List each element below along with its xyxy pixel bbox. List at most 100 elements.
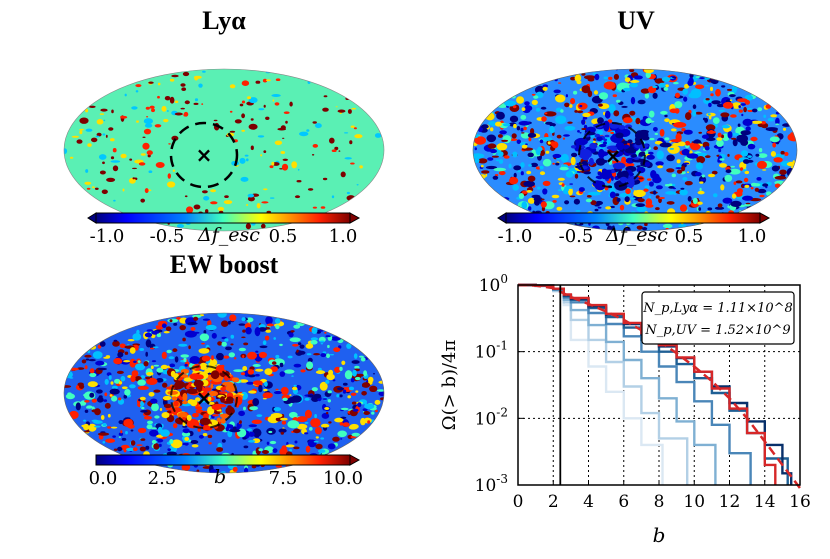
map-noise-blob <box>587 161 596 165</box>
map-noise-blob <box>738 105 741 109</box>
map-noise-blob <box>776 141 779 145</box>
map-noise-blob <box>174 381 186 389</box>
map-noise-blob <box>307 188 314 191</box>
map-noise-blob <box>310 340 318 345</box>
map-noise-blob <box>645 71 651 79</box>
map-noise-blob <box>127 339 135 342</box>
map-noise-blob <box>99 341 106 347</box>
map-noise-blob <box>274 140 283 146</box>
map-noise-blob <box>326 411 329 415</box>
map-noise-blob <box>123 394 128 399</box>
map-noise-blob <box>508 176 519 185</box>
map-noise-blob <box>217 206 225 211</box>
map-noise-blob <box>539 171 546 176</box>
map-noise-blob <box>248 424 258 428</box>
map-noise-blob <box>587 78 595 82</box>
map-noise-blob <box>102 441 106 444</box>
map-noise-blob <box>289 411 298 419</box>
map-noise-blob <box>658 82 667 88</box>
map-noise-blob <box>93 420 103 424</box>
map-noise-blob <box>118 436 121 438</box>
map-noise-blob <box>137 360 141 363</box>
map-noise-blob <box>167 448 171 451</box>
map-noise-blob <box>664 114 668 118</box>
map-noise-blob <box>635 140 642 146</box>
map-noise-blob <box>243 342 249 346</box>
map-noise-blob <box>275 465 282 468</box>
map-noise-blob <box>526 170 532 175</box>
map-noise-blob <box>118 397 122 401</box>
map-noise-blob <box>210 189 217 193</box>
map-noise-blob <box>775 123 780 126</box>
map-noise-blob <box>520 162 525 168</box>
map-noise-blob <box>305 343 314 349</box>
map-noise-blob <box>740 139 749 146</box>
map-noise-blob <box>140 438 146 441</box>
map-noise-blob <box>110 160 121 163</box>
map-noise-blob <box>282 137 285 139</box>
map-noise-blob <box>682 177 688 181</box>
map-noise-blob <box>220 413 231 419</box>
map-noise-blob <box>314 427 322 435</box>
title-ew-boost: EW boost <box>169 250 279 279</box>
map-noise-blob <box>323 95 328 98</box>
map-noise-blob <box>139 348 145 351</box>
map-noise-blob <box>557 177 565 181</box>
map-noise-blob <box>263 388 268 392</box>
map-noise-blob <box>350 378 355 383</box>
map-noise-blob <box>225 406 235 416</box>
map-noise-blob <box>351 401 357 405</box>
map-noise-blob <box>275 354 280 359</box>
map-noise-blob <box>297 168 300 171</box>
map-noise-blob <box>679 204 688 212</box>
map-noise-blob <box>113 357 123 365</box>
map-noise-blob <box>77 382 84 387</box>
map-noise-blob <box>613 110 620 117</box>
map-noise-blob <box>487 143 497 149</box>
map-noise-blob <box>162 395 172 401</box>
map-noise-blob <box>356 184 359 186</box>
map-noise-blob <box>138 162 146 166</box>
map-noise-blob <box>762 183 769 187</box>
map-noise-blob <box>247 374 256 378</box>
map-noise-blob <box>199 362 208 370</box>
map-noise-blob <box>603 141 607 145</box>
map-noise-blob <box>611 168 615 174</box>
map-noise-blob <box>616 99 621 103</box>
map-noise-blob <box>623 117 633 124</box>
map-noise-blob <box>244 154 249 157</box>
map-noise-blob <box>765 104 772 109</box>
map-noise-blob <box>582 116 588 120</box>
map-noise-blob <box>299 344 305 349</box>
map-noise-blob <box>274 102 280 106</box>
map-noise-blob <box>621 140 628 145</box>
map-noise-blob <box>527 197 536 204</box>
map-noise-blob <box>659 129 665 137</box>
lya-cb-label: Δf_esc <box>198 224 260 246</box>
map-noise-blob <box>633 189 646 198</box>
map-noise-blob <box>202 433 208 437</box>
map-noise-blob <box>665 84 669 88</box>
map-noise-blob <box>520 127 524 132</box>
map-noise-blob <box>174 356 179 363</box>
lya-map-outline <box>63 68 385 232</box>
map-noise-blob <box>725 169 732 174</box>
map-noise-blob <box>315 443 323 450</box>
map-noise-blob <box>272 448 278 453</box>
map-noise-blob <box>79 130 83 135</box>
map-noise-blob <box>279 362 284 368</box>
map-noise-blob <box>311 387 318 392</box>
map-noise-blob <box>715 88 721 97</box>
map-noise-blob <box>565 94 569 98</box>
map-noise-blob <box>473 158 480 164</box>
map-noise-blob <box>594 208 599 212</box>
map-noise-blob <box>304 422 309 424</box>
map-noise-blob <box>184 100 190 105</box>
map-noise-blob <box>769 136 780 143</box>
ew-dashed-circle <box>170 365 238 429</box>
map-noise-blob <box>573 198 581 205</box>
map-noise-blob <box>91 409 97 413</box>
map-noise-blob <box>697 190 705 195</box>
map-noise-blob <box>293 363 302 368</box>
map-noise-blob <box>581 119 586 125</box>
